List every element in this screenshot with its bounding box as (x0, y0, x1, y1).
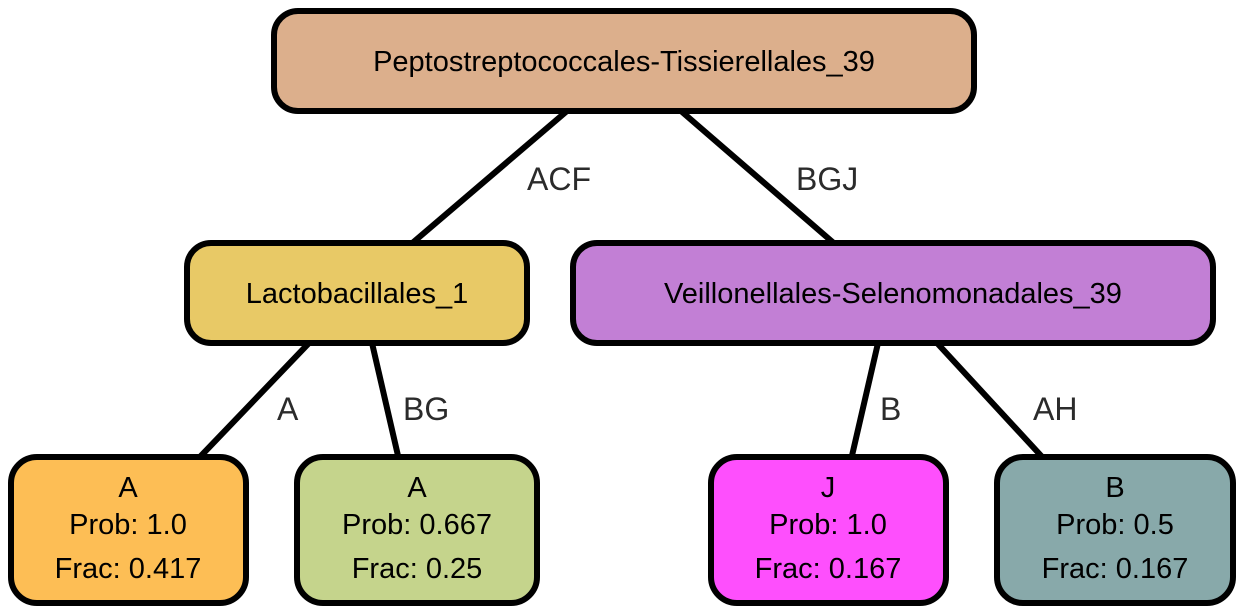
leaf-node-1-name: A (118, 472, 138, 504)
leaf-node-3-frac: Frac: 0.167 (755, 553, 902, 585)
edge-label-bgj: BGJ (796, 161, 858, 197)
node-lactobacillales: Lactobacillales_1 (184, 240, 530, 346)
edge-label-b: B (880, 391, 901, 427)
leaf-node-4-prob: Prob: 0.5 (1056, 509, 1174, 541)
node-veillonellales: Veillonellales-Selenomonadales_39 (570, 240, 1216, 346)
edge-root-lacto (408, 108, 569, 248)
leaf-node-1-prob: Prob: 1.0 (69, 509, 187, 541)
leaf-node-3-prob: Prob: 1.0 (769, 509, 887, 541)
edge-label-a: A (277, 391, 299, 427)
node-root: Peptostreptococcales-Tissierellales_39 (271, 8, 977, 114)
leaf-node-2-name: A (407, 472, 427, 504)
node-lactobacillales-label: Lactobacillales_1 (246, 278, 468, 310)
leaf-node-2-prob: Prob: 0.667 (342, 509, 492, 541)
edge-root-veil (679, 108, 838, 248)
node-root-label: Peptostreptococcales-Tissierellales_39 (373, 46, 875, 78)
node-root-box (271, 8, 977, 114)
edge-veil-leaf3 (848, 342, 881, 461)
leaf-node-2: A Prob: 0.667 Frac: 0.25 (294, 454, 540, 606)
leaf-node-4-frac: Frac: 0.167 (1042, 553, 1189, 585)
edge-lacto-leaf2 (369, 342, 402, 461)
node-veillonellales-box (570, 240, 1216, 346)
leaf-node-2-frac: Frac: 0.25 (352, 553, 483, 585)
leaf-node-3-name: J (821, 472, 836, 504)
edges (194, 108, 1048, 463)
node-lactobacillales-box (184, 240, 530, 346)
edge-label-ah: AH (1033, 391, 1077, 427)
leaf-node-1: A Prob: 1.0 Frac: 0.417 (8, 454, 249, 606)
edge-labels: ACF BGJ A BG B AH (277, 161, 1077, 427)
leaf-node-1-box (8, 454, 249, 606)
edge-label-acf: ACF (527, 161, 591, 197)
leaf-node-4-box (994, 454, 1236, 606)
leaf-node-1-frac: Frac: 0.417 (55, 553, 202, 585)
edge-label-bg: BG (403, 391, 449, 427)
edge-veil-leaf4 (934, 340, 1048, 463)
leaf-node-3: J Prob: 1.0 Frac: 0.167 (708, 454, 949, 606)
edge-lacto-leaf1 (194, 340, 312, 463)
leaf-node-3-box (708, 454, 949, 606)
leaf-node-4: B Prob: 0.5 Frac: 0.167 (994, 454, 1236, 606)
node-veillonellales-label: Veillonellales-Selenomonadales_39 (664, 278, 1122, 310)
leaf-node-4-name: B (1105, 472, 1124, 504)
leaf-node-2-box (294, 454, 540, 606)
